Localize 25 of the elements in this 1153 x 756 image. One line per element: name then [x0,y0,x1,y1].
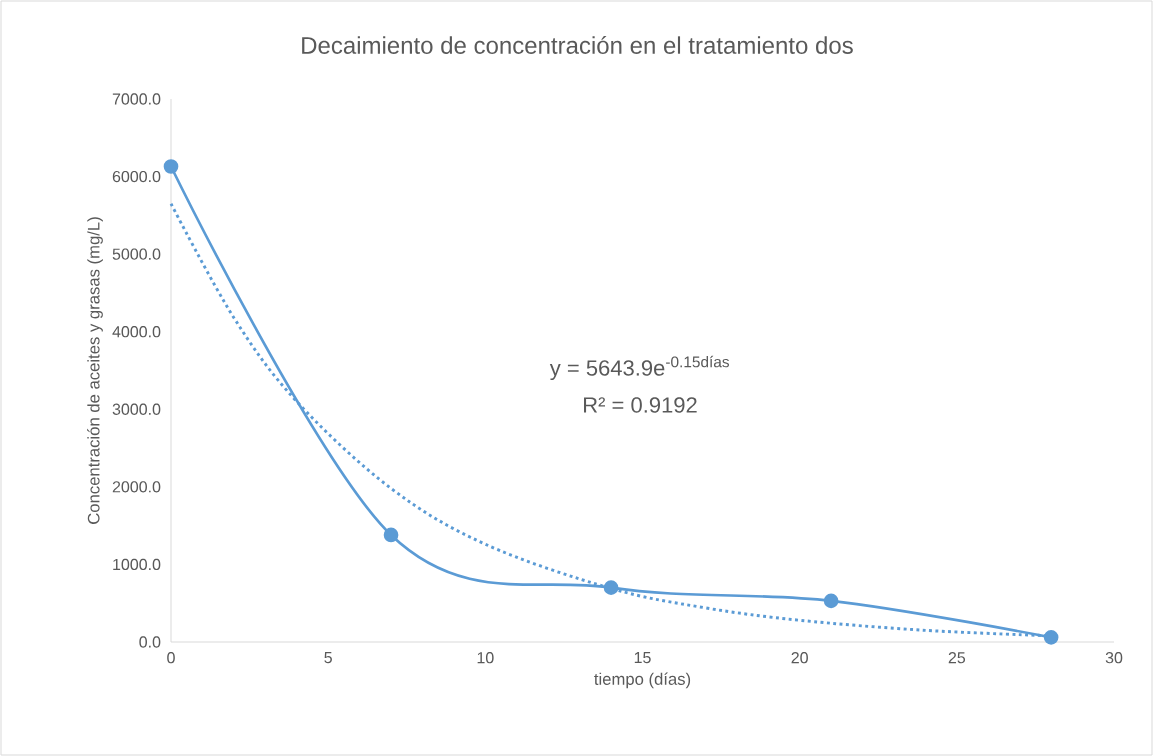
x-tick-label: 30 [1105,652,1123,664]
y-tick-label: 0.0 [139,636,161,648]
annotation: R² = 0.9192 [584,397,697,413]
y-tick-label: 6000.0 [112,170,161,183]
y-tick-label: 1000.0 [113,558,161,571]
point [603,580,619,596]
y-tick-label: 2000.0 [112,481,161,493]
y-tick-label: 5000.0 [112,248,161,260]
x-tick-label: 0 [167,652,175,664]
x-axis-title: tiempo (días) [594,672,691,689]
y-tick-label: 4000.0 [112,326,161,338]
x-tick-label: 5 [324,652,332,664]
point [823,593,839,609]
annotation: y = 5643.9e$^{-0.15días}$ [549,355,729,381]
x-tick-label: 10 [477,652,494,664]
y-axis-title: Concentración de aceites y grasas (mg/L) [87,217,103,524]
point [383,527,399,543]
x-tick-label: 15 [634,652,651,664]
point [1043,629,1059,645]
x-tick-label: 20 [791,652,808,664]
y-tick-label: 3000.0 [112,403,161,415]
x-tick-label: 25 [948,652,966,664]
y-tick-label: 7000.0 [112,93,161,105]
chart-title: Decaimiento de concentración en el tratamiento dos [302,36,853,54]
point [163,159,179,174]
